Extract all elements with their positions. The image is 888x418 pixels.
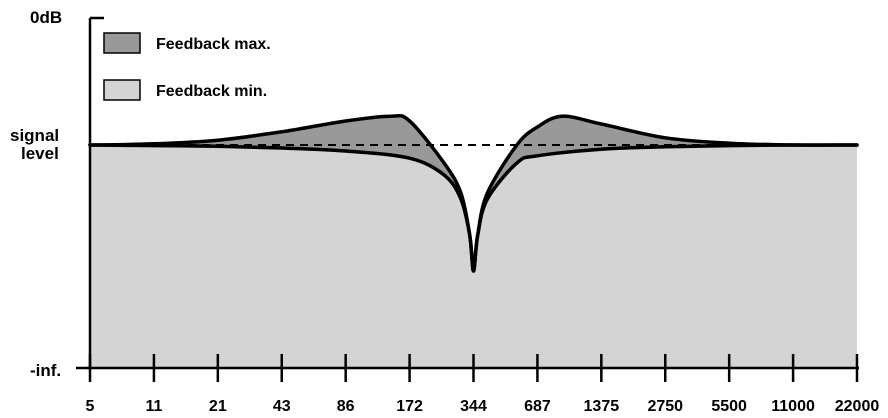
x-tick-label: 2750 [647,398,683,415]
legend-swatch-max [103,32,141,54]
x-tick-label: 21 [209,398,227,415]
x-tick-label: 22000 [835,398,880,415]
x-tick-label: 43 [273,398,291,415]
x-tick-label: 5500 [711,398,747,415]
y-label-bottom: -inf. [30,361,61,380]
x-tick-label: 11 [145,398,162,415]
legend-label-min: Feedback min. [156,83,267,100]
x-ticks: 5 11 21 43 86 172 344 687 1375 2750 5500 11000 22000 [86,354,880,415]
x-tick-label: 11000 [771,398,815,415]
chart-fills [88,113,859,368]
x-tick-label: 1375 [584,398,620,415]
legend-swatch-min [103,79,141,101]
y-axis-labels: 0dB signal level -inf. [10,8,62,380]
y-label-signal: signal [10,126,59,145]
x-tick-label: 172 [396,398,423,415]
line-feedback-min [88,143,859,273]
x-tick-label: 86 [337,398,355,415]
x-tick-label: 5 [86,398,95,415]
legend-label-max: Feedback max. [156,36,271,53]
y-label-level: level [21,144,59,163]
legend: Feedback max. Feedback min. [103,32,271,101]
x-tick-label: 687 [524,398,551,415]
area-feedback-min [90,144,857,368]
y-label-top: 0dB [30,8,62,27]
x-tick-label: 344 [460,398,487,415]
